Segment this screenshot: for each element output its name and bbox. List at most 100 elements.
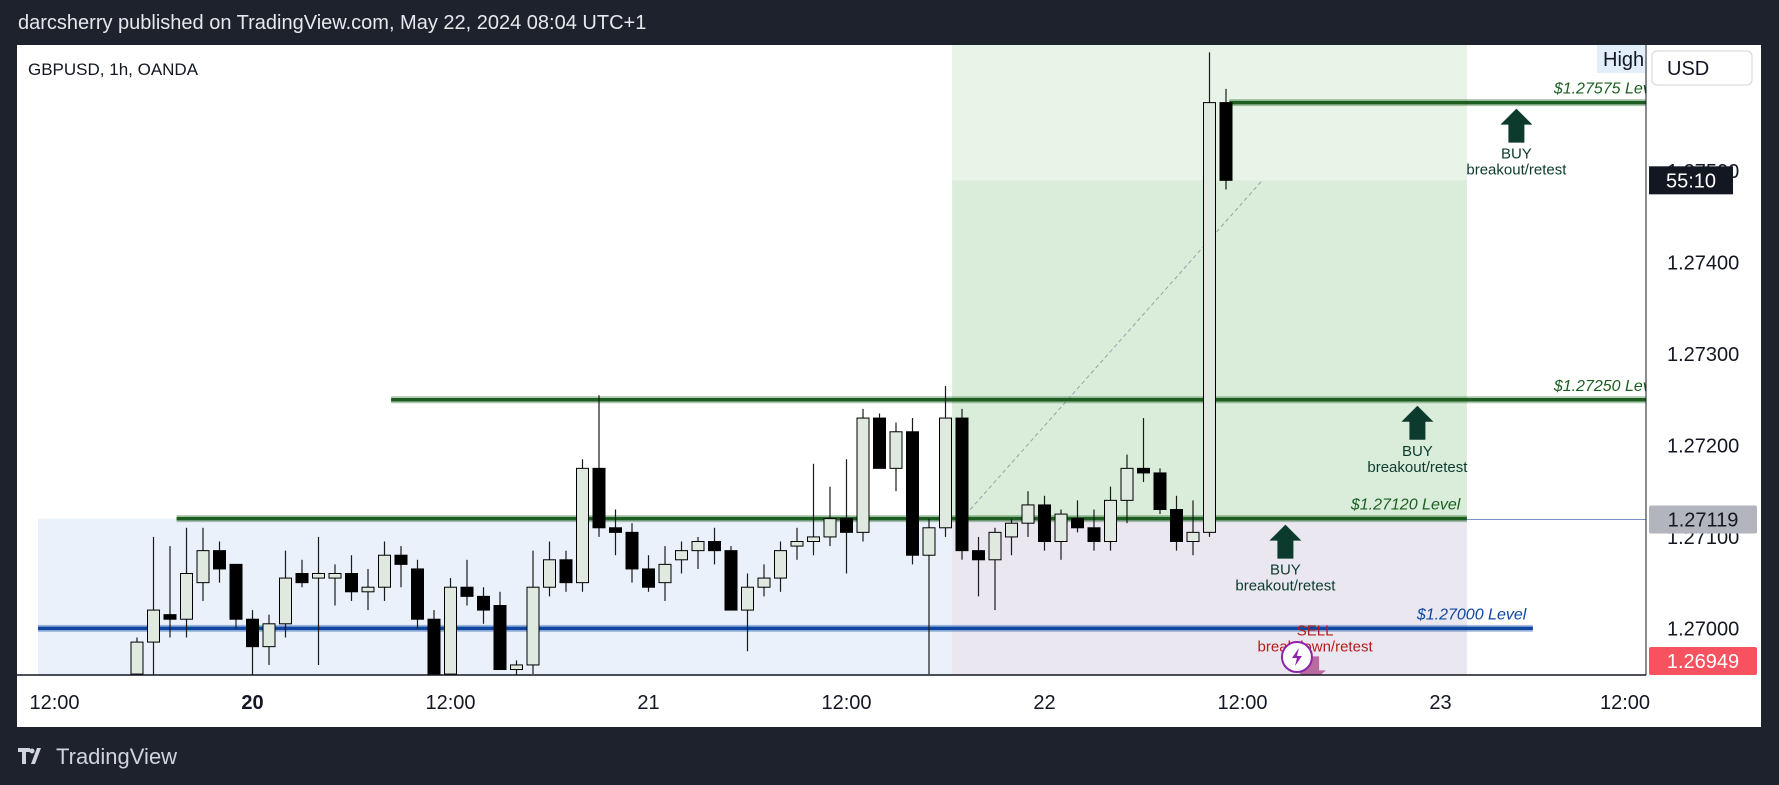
candle[interactable] xyxy=(130,641,144,675)
candle[interactable] xyxy=(1186,531,1200,543)
chart-title: GBPUSD, 1h, OANDA xyxy=(28,60,199,79)
annotation-subtitle: breakout/retest xyxy=(1466,162,1567,179)
y-tick-label: 1.27000 xyxy=(1667,618,1739,640)
candle[interactable] xyxy=(873,417,886,469)
candle[interactable] xyxy=(1087,527,1101,543)
candle[interactable] xyxy=(1104,499,1117,543)
candle[interactable] xyxy=(906,431,919,556)
chart-panel[interactable]: $1.27575 Level $1.27250 Level $1.27120 Lev… xyxy=(17,45,1761,727)
brand-name: TradingView xyxy=(56,744,178,769)
candle[interactable] xyxy=(1038,504,1051,543)
candle[interactable] xyxy=(361,586,375,593)
price-badge xyxy=(1649,647,1757,675)
candle[interactable] xyxy=(939,417,952,529)
candle[interactable] xyxy=(708,541,721,552)
candle[interactable] xyxy=(856,417,870,533)
candle[interactable] xyxy=(592,467,606,529)
candle[interactable] xyxy=(526,586,540,666)
candle[interactable] xyxy=(394,554,408,565)
level-label: $1.27575 Level xyxy=(1553,81,1664,98)
candle[interactable] xyxy=(1219,102,1233,181)
candle[interactable] xyxy=(279,577,292,625)
candle[interactable] xyxy=(889,431,903,469)
candle[interactable] xyxy=(510,664,523,671)
buy-arrow-icon xyxy=(1500,108,1533,143)
candle[interactable] xyxy=(427,618,441,675)
candle[interactable] xyxy=(262,623,276,648)
candle[interactable] xyxy=(724,550,738,611)
candle[interactable] xyxy=(246,618,259,648)
timer-badge xyxy=(1649,166,1733,195)
annotation-subtitle: breakout/retest xyxy=(1235,578,1336,595)
annotation-title: BUY xyxy=(1402,443,1433,460)
candle[interactable] xyxy=(1120,467,1134,501)
candle[interactable] xyxy=(1005,522,1018,538)
candle[interactable] xyxy=(328,573,342,579)
high-label-box xyxy=(1597,45,1645,73)
candle[interactable] xyxy=(460,586,474,597)
candle[interactable] xyxy=(625,531,639,570)
candle[interactable] xyxy=(163,614,177,620)
candle[interactable] xyxy=(576,467,589,584)
candle[interactable] xyxy=(295,573,309,584)
tradingview-logo-icon xyxy=(18,744,48,770)
candlestick-chart[interactable]: $1.27575 Level $1.27250 Level $1.27120 Lev… xyxy=(17,45,1761,727)
candle[interactable] xyxy=(642,568,655,588)
candle[interactable] xyxy=(1054,513,1068,543)
x-tick-label: 22 xyxy=(1033,692,1055,714)
candle[interactable] xyxy=(493,605,507,671)
currency-label: USD xyxy=(1667,58,1709,80)
candle[interactable] xyxy=(955,417,969,552)
candle[interactable] xyxy=(774,550,787,579)
tradingview-brand[interactable]: TradingView xyxy=(18,744,177,770)
candle[interactable] xyxy=(658,563,672,584)
candle[interactable] xyxy=(378,554,391,588)
candle[interactable] xyxy=(543,559,556,588)
candle[interactable] xyxy=(691,541,705,552)
candle[interactable] xyxy=(559,559,573,584)
candle[interactable] xyxy=(609,527,622,533)
candle[interactable] xyxy=(1153,472,1167,510)
candle[interactable] xyxy=(196,550,210,584)
position-stop-zone xyxy=(952,518,1467,675)
candle[interactable] xyxy=(444,586,457,675)
candle[interactable] xyxy=(1071,518,1084,529)
candle[interactable] xyxy=(790,541,804,547)
candle[interactable] xyxy=(741,586,754,611)
candle[interactable] xyxy=(477,595,490,611)
x-tick-label: 23 xyxy=(1429,692,1451,714)
annotation-title: SELL xyxy=(1297,622,1334,639)
x-tick-label: 12:00 xyxy=(425,692,475,714)
high-label: High xyxy=(1603,49,1644,71)
candle[interactable] xyxy=(229,563,243,620)
price-axis[interactable] xyxy=(1646,45,1761,727)
candle[interactable] xyxy=(675,550,688,561)
candle[interactable] xyxy=(411,568,424,620)
time-axis[interactable] xyxy=(17,675,1761,727)
x-tick-label: 20 xyxy=(241,692,263,714)
candle[interactable] xyxy=(840,518,853,533)
y-tick-label: 1.27200 xyxy=(1667,435,1739,457)
x-tick-label: 12:00 xyxy=(1600,692,1650,714)
candle[interactable] xyxy=(988,531,1002,561)
candle[interactable] xyxy=(1170,508,1183,543)
candle[interactable] xyxy=(1137,467,1150,474)
candle[interactable] xyxy=(180,573,193,620)
candle[interactable] xyxy=(1203,102,1216,533)
candle[interactable] xyxy=(972,550,985,561)
y-tick-label: 1.27400 xyxy=(1667,253,1739,275)
candle[interactable] xyxy=(757,577,771,588)
candle[interactable] xyxy=(823,518,837,538)
candle[interactable] xyxy=(1021,504,1035,524)
candle[interactable] xyxy=(147,609,160,643)
candle[interactable] xyxy=(807,536,820,543)
timer-label: 55:10 xyxy=(1666,170,1716,192)
candle[interactable] xyxy=(922,527,936,556)
candle[interactable] xyxy=(213,550,226,570)
price-badge-label: 1.27119 xyxy=(1668,510,1739,532)
candle[interactable] xyxy=(345,573,358,593)
x-tick-label: 12:00 xyxy=(1217,692,1267,714)
currency-box[interactable] xyxy=(1651,50,1753,86)
lightning-icon xyxy=(1291,648,1302,666)
candle[interactable] xyxy=(312,573,325,579)
